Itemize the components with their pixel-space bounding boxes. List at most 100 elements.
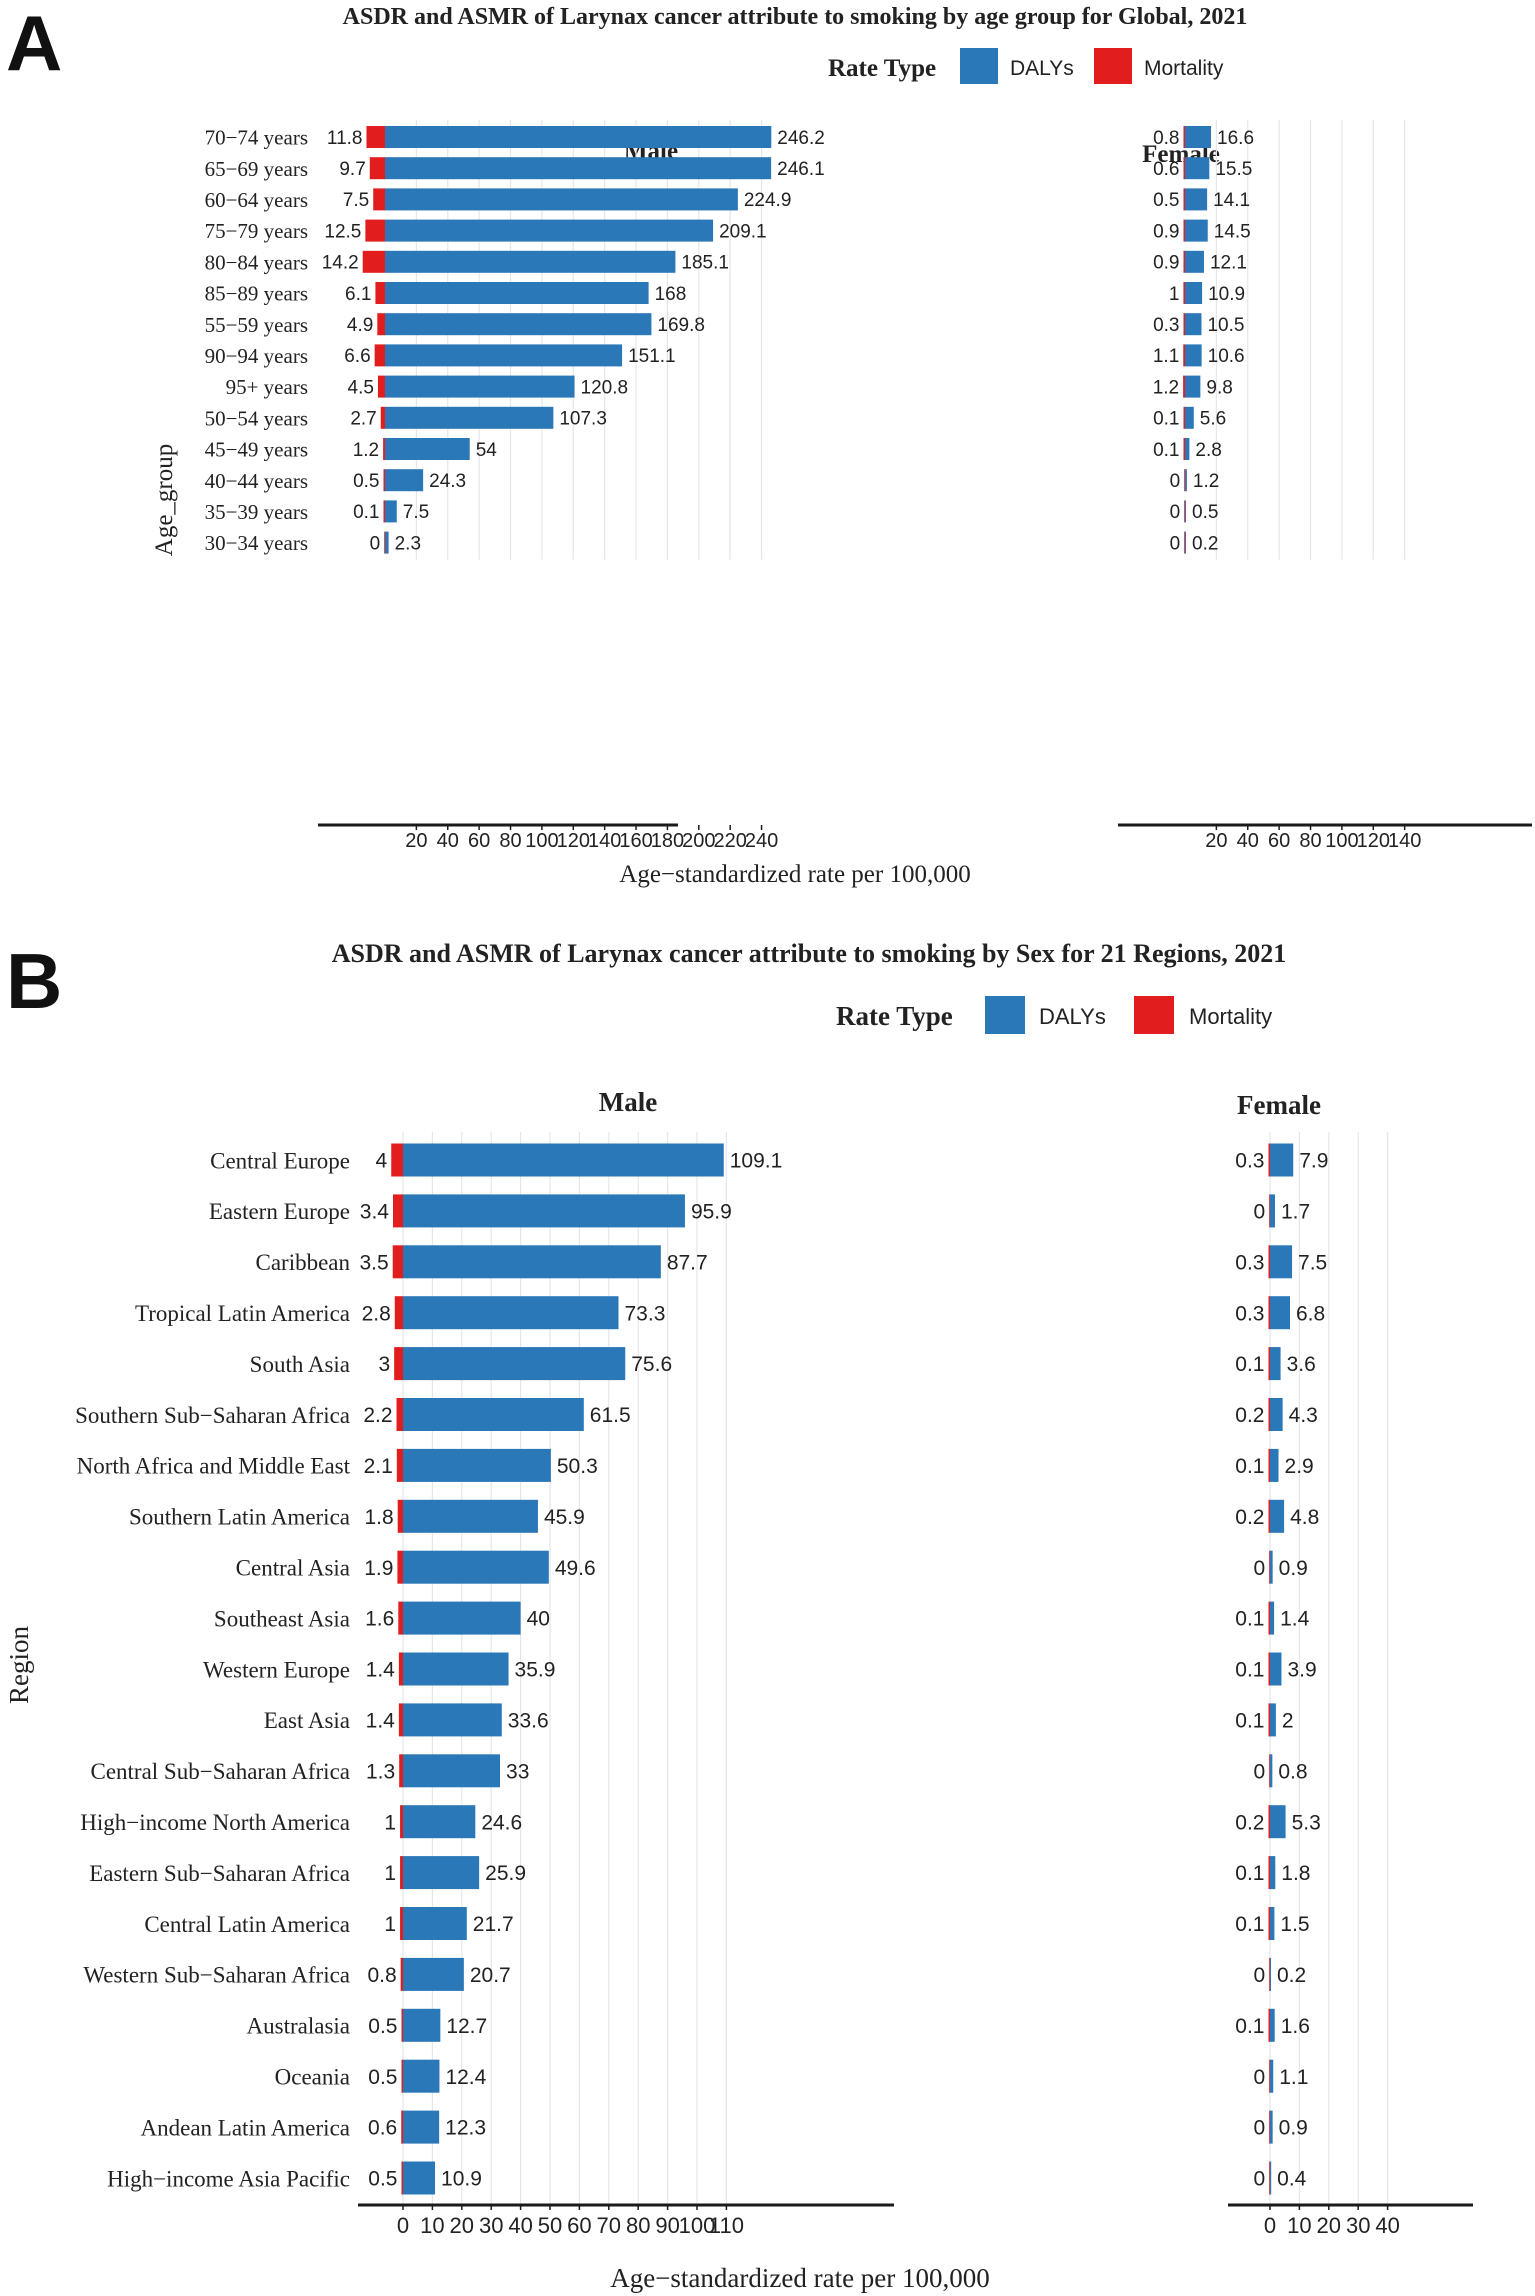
panel-b-female-mortality-label: 0.2	[1235, 1506, 1264, 1529]
panel-b-female-dalys-bar	[1270, 1296, 1290, 1330]
panel-b-male-dalys-label: 25.9	[485, 1862, 526, 1885]
panel-b-male-dalys-label: 50.3	[557, 1455, 598, 1478]
panel-a-female-mortality-label: 0.1	[1153, 409, 1179, 430]
panel-b-female-mortality-label: 0.3	[1235, 1150, 1264, 1173]
panel-b-male-x-tick-label: 70	[597, 2213, 621, 2238]
panel-a-male-dalys-label: 54	[476, 440, 498, 461]
panel-b-female-dalys-label: 0.8	[1278, 1760, 1307, 1783]
panel-a-male-dalys-bar	[385, 219, 714, 242]
panel-b-male-dalys-label: 75.6	[631, 1353, 672, 1376]
panel-b-female-dalys-bar	[1270, 1703, 1276, 1737]
panel-a-female-dalys-bar	[1185, 250, 1204, 273]
panel-b-male-x-tick-label: 20	[450, 2213, 474, 2238]
panel-a-female-mortality-bar	[1184, 531, 1185, 554]
panel-a-male-mortality-bar	[377, 313, 385, 336]
panel-a-category-label: 45−49 years	[205, 438, 308, 462]
panel-b-male-mortality-label: 1.9	[364, 1557, 393, 1580]
panel-b-male-x-tick-label: 40	[508, 2213, 532, 2238]
panel-b-male-dalys-bar	[403, 1245, 661, 1279]
panel-a-female-dalys-bar	[1185, 469, 1187, 492]
panel-b-male-dalys-label: 12.7	[446, 2015, 487, 2038]
panel-a-legend-dalys-swatch	[960, 48, 998, 84]
panel-b-female-dalys-label: 7.5	[1298, 1251, 1327, 1274]
panel-b-male-mortality-label: 0.5	[368, 2015, 397, 2038]
panel-b-female-dalys-label: 0.9	[1279, 1557, 1308, 1580]
panel-b-female-mortality-bar	[1268, 1347, 1270, 1381]
panel-a-male-mortality-bar	[384, 531, 385, 554]
panel-a-female-mortality-label: 1.1	[1153, 346, 1179, 367]
panel-b-male-mortality-label: 1	[384, 1913, 396, 1936]
panel-a-female-mortality-bar	[1183, 282, 1185, 304]
panel-b-male-x-tick-label: 10	[420, 2213, 444, 2238]
panel-b-female-dalys-label: 2.9	[1285, 1455, 1314, 1478]
panel-b-female-dalys-bar	[1270, 1907, 1275, 1940]
panel-a-male-dalys-label: 169.8	[657, 315, 705, 336]
panel-a-male-mortality-label: 6.6	[344, 346, 370, 367]
panel-b-male-mortality-label: 1.4	[366, 1709, 396, 1732]
panel-b-female-mortality-label: 0	[1254, 2117, 1266, 2140]
panel-b-y-axis-title: Region	[4, 1626, 34, 1704]
panel-b-category-label: Central Europe	[210, 1148, 350, 1173]
panel-b-male-dalys-label: 45.9	[544, 1506, 585, 1529]
panel-b-male-mortality-label: 0.5	[368, 2066, 397, 2089]
panel-a-female-dalys-label: 12.1	[1210, 253, 1247, 274]
panel-b-female-dalys-bar	[1270, 1805, 1286, 1839]
panel-b-female-mortality-bar	[1269, 1754, 1270, 1788]
panel-b-female-dalys-bar	[1270, 1652, 1282, 1686]
panel-a-female-dalys-label: 0.2	[1192, 533, 1218, 554]
panel-a-category-label: 85−89 years	[205, 282, 308, 306]
panel-b-male-dalys-label: 20.7	[470, 1964, 511, 1987]
panel-b-male-dalys-label: 95.9	[691, 1200, 732, 1223]
panel-a-category-label: 30−34 years	[205, 531, 308, 555]
panel-a-male-dalys-label: 209.1	[719, 221, 767, 242]
panel-b-facet-male: Male	[599, 1087, 657, 1117]
panel-b-male-dalys-label: 21.7	[473, 1913, 514, 1936]
panel-b-male-mortality-label: 2.2	[363, 1404, 392, 1427]
panel-b-female-dalys-bar	[1270, 1499, 1285, 1533]
panel-b-female-dalys-bar	[1270, 2059, 1274, 2093]
panel-b-male-mortality-label: 1.6	[365, 1608, 394, 1631]
panel-b-male-dalys-bar	[403, 1805, 476, 1839]
panel-a-male-dalys-label: 24.3	[429, 471, 466, 492]
panel-b-male-dalys-bar	[403, 1550, 549, 1584]
panel-b-male-dalys-bar	[403, 1398, 584, 1431]
panel-b-facet-female: Female	[1237, 1090, 1321, 1120]
panel-b-male-mortality-bar	[396, 1448, 403, 1482]
panel-b-male-dalys-label: 40	[527, 1608, 550, 1631]
panel-b-female-dalys-label: 7.9	[1299, 1150, 1328, 1173]
panel-b-female-dalys-label: 1.4	[1280, 1608, 1310, 1631]
panel-b-male-dalys-bar	[403, 2059, 440, 2093]
panel-b-female-mortality-label: 0.1	[1235, 2015, 1264, 2038]
panel-b-female-dalys-label: 4.8	[1290, 1506, 1319, 1529]
panel-a-female-mortality-bar	[1183, 188, 1185, 211]
panel-a-female-x-tick-label: 80	[1299, 830, 1321, 852]
panel-b-male-dalys-label: 33	[506, 1760, 529, 1783]
panel-a-female-mortality-label: 0.1	[1153, 440, 1179, 461]
panel-b-male-mortality-label: 1.8	[365, 1506, 394, 1529]
panel-a-male-x-tick-label: 100	[525, 830, 558, 852]
panel-b-female-dalys-label: 1.1	[1279, 2066, 1308, 2089]
panel-a-male-x-tick-label: 160	[619, 830, 652, 852]
panel-a-male-mortality-label: 11.8	[327, 128, 363, 149]
panel-a-female-dalys-label: 14.1	[1213, 190, 1250, 211]
panel-b-male-dalys-bar	[403, 1957, 464, 1991]
panel-b-female-dalys-bar	[1270, 2161, 1272, 2195]
panel-b-male-dalys-bar	[403, 1296, 619, 1330]
panel-b-female-mortality-label: 0.1	[1235, 1659, 1264, 1682]
panel-a-female-dalys-label: 15.5	[1215, 159, 1252, 180]
panel-b-female-mortality-label: 0	[1254, 2168, 1266, 2191]
panel-a-female-dalys-bar	[1185, 531, 1186, 554]
panel-a-male-mortality-bar	[366, 126, 385, 148]
panel-a-male-dalys-bar	[385, 469, 424, 492]
panel-b-female-mortality-label: 0.1	[1235, 1608, 1264, 1631]
panel-a-male-mortality-label: 14.2	[322, 253, 359, 274]
panel-b-male-dalys-label: 35.9	[515, 1659, 556, 1682]
panel-a-male-dalys-label: 7.5	[403, 502, 429, 523]
panel-b-female-dalys-bar	[1270, 2110, 1273, 2144]
panel-b-female-dalys-label: 2	[1282, 1709, 1294, 1732]
panel-b-female-x-tick-label: 40	[1375, 2213, 1399, 2238]
panel-b-female-mortality-label: 0.1	[1235, 1862, 1264, 1885]
panel-b-male-dalys-bar	[403, 1652, 509, 1686]
panel-b-female-x-tick-label: 20	[1317, 2213, 1341, 2238]
panel-b-category-label: Western Europe	[203, 1657, 350, 1682]
